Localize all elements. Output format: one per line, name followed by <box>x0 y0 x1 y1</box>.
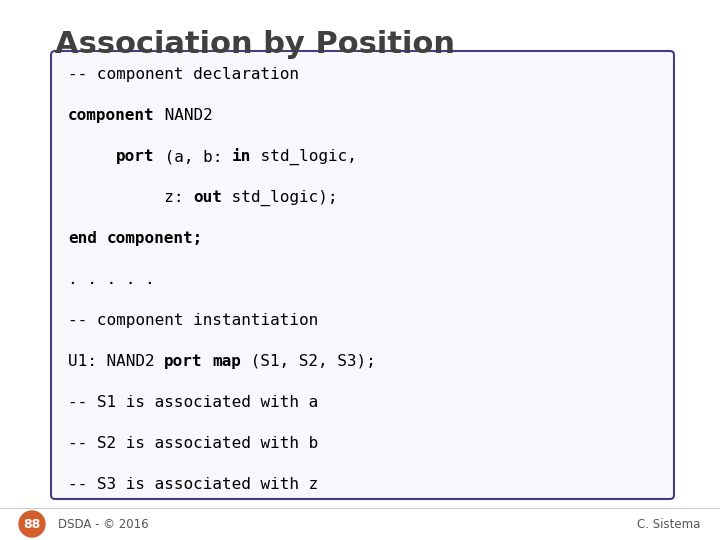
Text: in: in <box>232 149 251 164</box>
Text: -- S1 is associated with a: -- S1 is associated with a <box>68 395 318 410</box>
Text: (a, b:: (a, b: <box>155 149 232 164</box>
Text: DSDA - © 2016: DSDA - © 2016 <box>58 517 148 530</box>
Text: Association by Position: Association by Position <box>55 30 455 59</box>
Circle shape <box>19 511 45 537</box>
Text: -- component declaration: -- component declaration <box>68 67 299 82</box>
Text: std_logic);: std_logic); <box>222 190 338 206</box>
Text: U1: NAND2: U1: NAND2 <box>68 354 164 369</box>
Text: end: end <box>68 231 97 246</box>
Text: -- S3 is associated with z: -- S3 is associated with z <box>68 477 318 492</box>
Text: z:: z: <box>68 190 193 205</box>
Text: component;: component; <box>107 231 203 246</box>
Text: out: out <box>193 190 222 205</box>
Text: -- component instantiation: -- component instantiation <box>68 313 318 328</box>
Text: component: component <box>68 108 155 123</box>
Text: C. Sistema: C. Sistema <box>636 517 700 530</box>
Text: 88: 88 <box>23 517 40 530</box>
Text: port: port <box>116 149 155 164</box>
Text: port: port <box>164 354 203 369</box>
Text: . . . . .: . . . . . <box>68 272 155 287</box>
Text: -- S2 is associated with b: -- S2 is associated with b <box>68 436 318 451</box>
Text: (S1, S2, S3);: (S1, S2, S3); <box>241 354 376 369</box>
FancyBboxPatch shape <box>51 51 674 499</box>
Text: std_logic,: std_logic, <box>251 149 356 165</box>
Text: NAND2: NAND2 <box>155 108 212 123</box>
Text: map: map <box>212 354 241 369</box>
